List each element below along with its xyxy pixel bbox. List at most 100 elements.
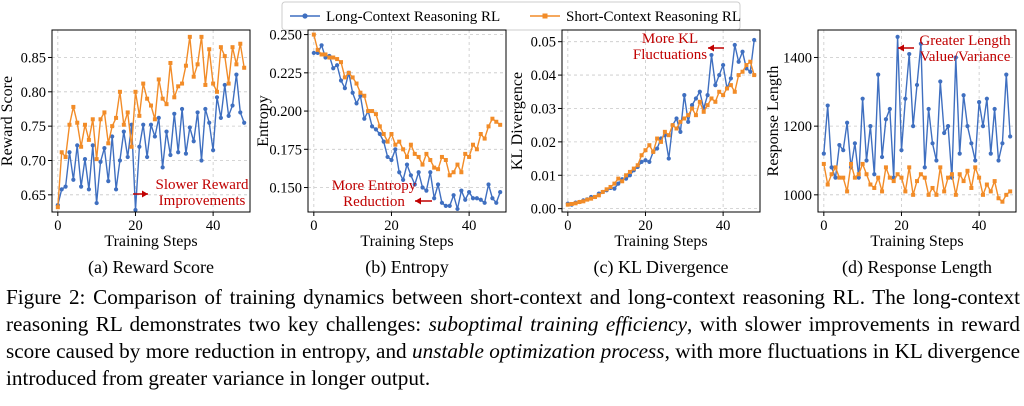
short-point <box>608 184 613 189</box>
long-point <box>63 184 68 189</box>
long-point <box>713 83 718 88</box>
long-point <box>82 157 88 162</box>
short-point <box>187 34 192 39</box>
long-point <box>856 175 861 180</box>
x-tick-label: 40 <box>206 218 221 234</box>
long-point <box>1008 134 1013 139</box>
x-tick-label: 40 <box>462 218 477 234</box>
long-point <box>230 103 235 108</box>
y-tick-label: 0.00 <box>531 202 556 218</box>
legend-long-label: Long-Context Reasoning RL <box>326 9 500 25</box>
long-point <box>435 182 441 187</box>
short-point <box>180 81 185 86</box>
short-point <box>1008 189 1013 194</box>
caption-label: Figure 2: <box>6 285 86 309</box>
short-point <box>412 151 417 156</box>
short-point <box>705 103 710 108</box>
annotation-text-line: Slower Reward <box>156 177 249 193</box>
short-point <box>168 60 173 65</box>
long-point <box>121 129 126 134</box>
y-tick-label: 0.05 <box>531 35 556 51</box>
short-point <box>467 154 472 159</box>
long-point <box>612 186 617 191</box>
long-point <box>86 187 91 192</box>
long-point <box>195 110 200 115</box>
long-point <box>331 66 336 71</box>
short-point <box>631 166 636 171</box>
short-point <box>895 172 900 177</box>
short-point <box>110 124 115 129</box>
legend-short-marker <box>542 13 548 19</box>
long-point <box>689 103 695 108</box>
short-point <box>949 172 954 177</box>
short-point <box>451 170 456 175</box>
long-point <box>168 152 173 158</box>
y-tick-label: 0.225 <box>269 66 302 82</box>
short-point <box>903 189 908 194</box>
short-point <box>736 73 741 78</box>
long-point <box>879 154 885 160</box>
annotation-text-line: Reduction <box>343 194 405 210</box>
short-point <box>342 75 347 80</box>
long-point <box>125 154 130 160</box>
long-point <box>478 197 483 202</box>
short-point <box>996 196 1001 201</box>
long-point <box>674 116 679 121</box>
short-point <box>176 84 181 89</box>
x-axis-label: Training Steps <box>360 233 453 250</box>
short-point <box>616 176 621 181</box>
long-point <box>953 55 958 60</box>
long-point <box>748 69 753 74</box>
short-point <box>102 110 107 115</box>
short-point <box>315 47 320 52</box>
long-point <box>821 151 826 156</box>
short-point <box>965 168 970 173</box>
long-point <box>102 146 107 151</box>
short-point <box>744 63 749 68</box>
short-point <box>977 175 982 180</box>
short-point <box>149 103 153 108</box>
short-point <box>942 189 947 194</box>
long-point <box>957 151 962 156</box>
short-point <box>164 102 169 107</box>
long-point <box>428 170 433 175</box>
long-point <box>443 203 448 208</box>
short-point <box>75 120 80 125</box>
panel-2: 0 20 40 0.150 0.175 0.200 0.225 0.250 Training S… <box>255 28 507 278</box>
long-point <box>825 103 830 108</box>
short-point <box>203 82 208 87</box>
short-point <box>319 52 324 57</box>
short-point <box>405 154 409 159</box>
short-point <box>717 89 722 94</box>
short-point <box>752 73 757 78</box>
short-point <box>721 93 726 98</box>
short-point <box>883 165 888 170</box>
y-tick-label: 1400 <box>783 50 812 66</box>
short-point <box>565 202 570 207</box>
panel-3: 0 20 40 0.00 0.01 0.02 0.03 0.04 0.05 Training St… <box>509 29 761 278</box>
short-point <box>114 115 119 120</box>
long-point <box>358 93 363 98</box>
long-point <box>183 151 189 156</box>
short-point <box>670 123 675 128</box>
short-point <box>71 104 76 109</box>
annotation-text-line: Improvements <box>159 193 246 209</box>
long-point <box>187 125 192 130</box>
long-point <box>416 170 421 175</box>
long-point <box>1000 141 1005 146</box>
long-point <box>627 173 633 178</box>
short-point <box>655 136 660 141</box>
long-point <box>408 173 413 178</box>
long-point <box>156 115 161 121</box>
x-axis-label: Training Steps <box>104 233 197 250</box>
long-point <box>75 143 80 148</box>
long-point <box>752 37 757 43</box>
legend-frame <box>281 1 741 31</box>
short-point <box>868 182 873 187</box>
short-point <box>589 196 594 201</box>
short-point <box>191 74 196 79</box>
short-point <box>160 96 165 101</box>
short-point <box>83 122 87 127</box>
y-tick-label: 0.04 <box>531 68 557 84</box>
